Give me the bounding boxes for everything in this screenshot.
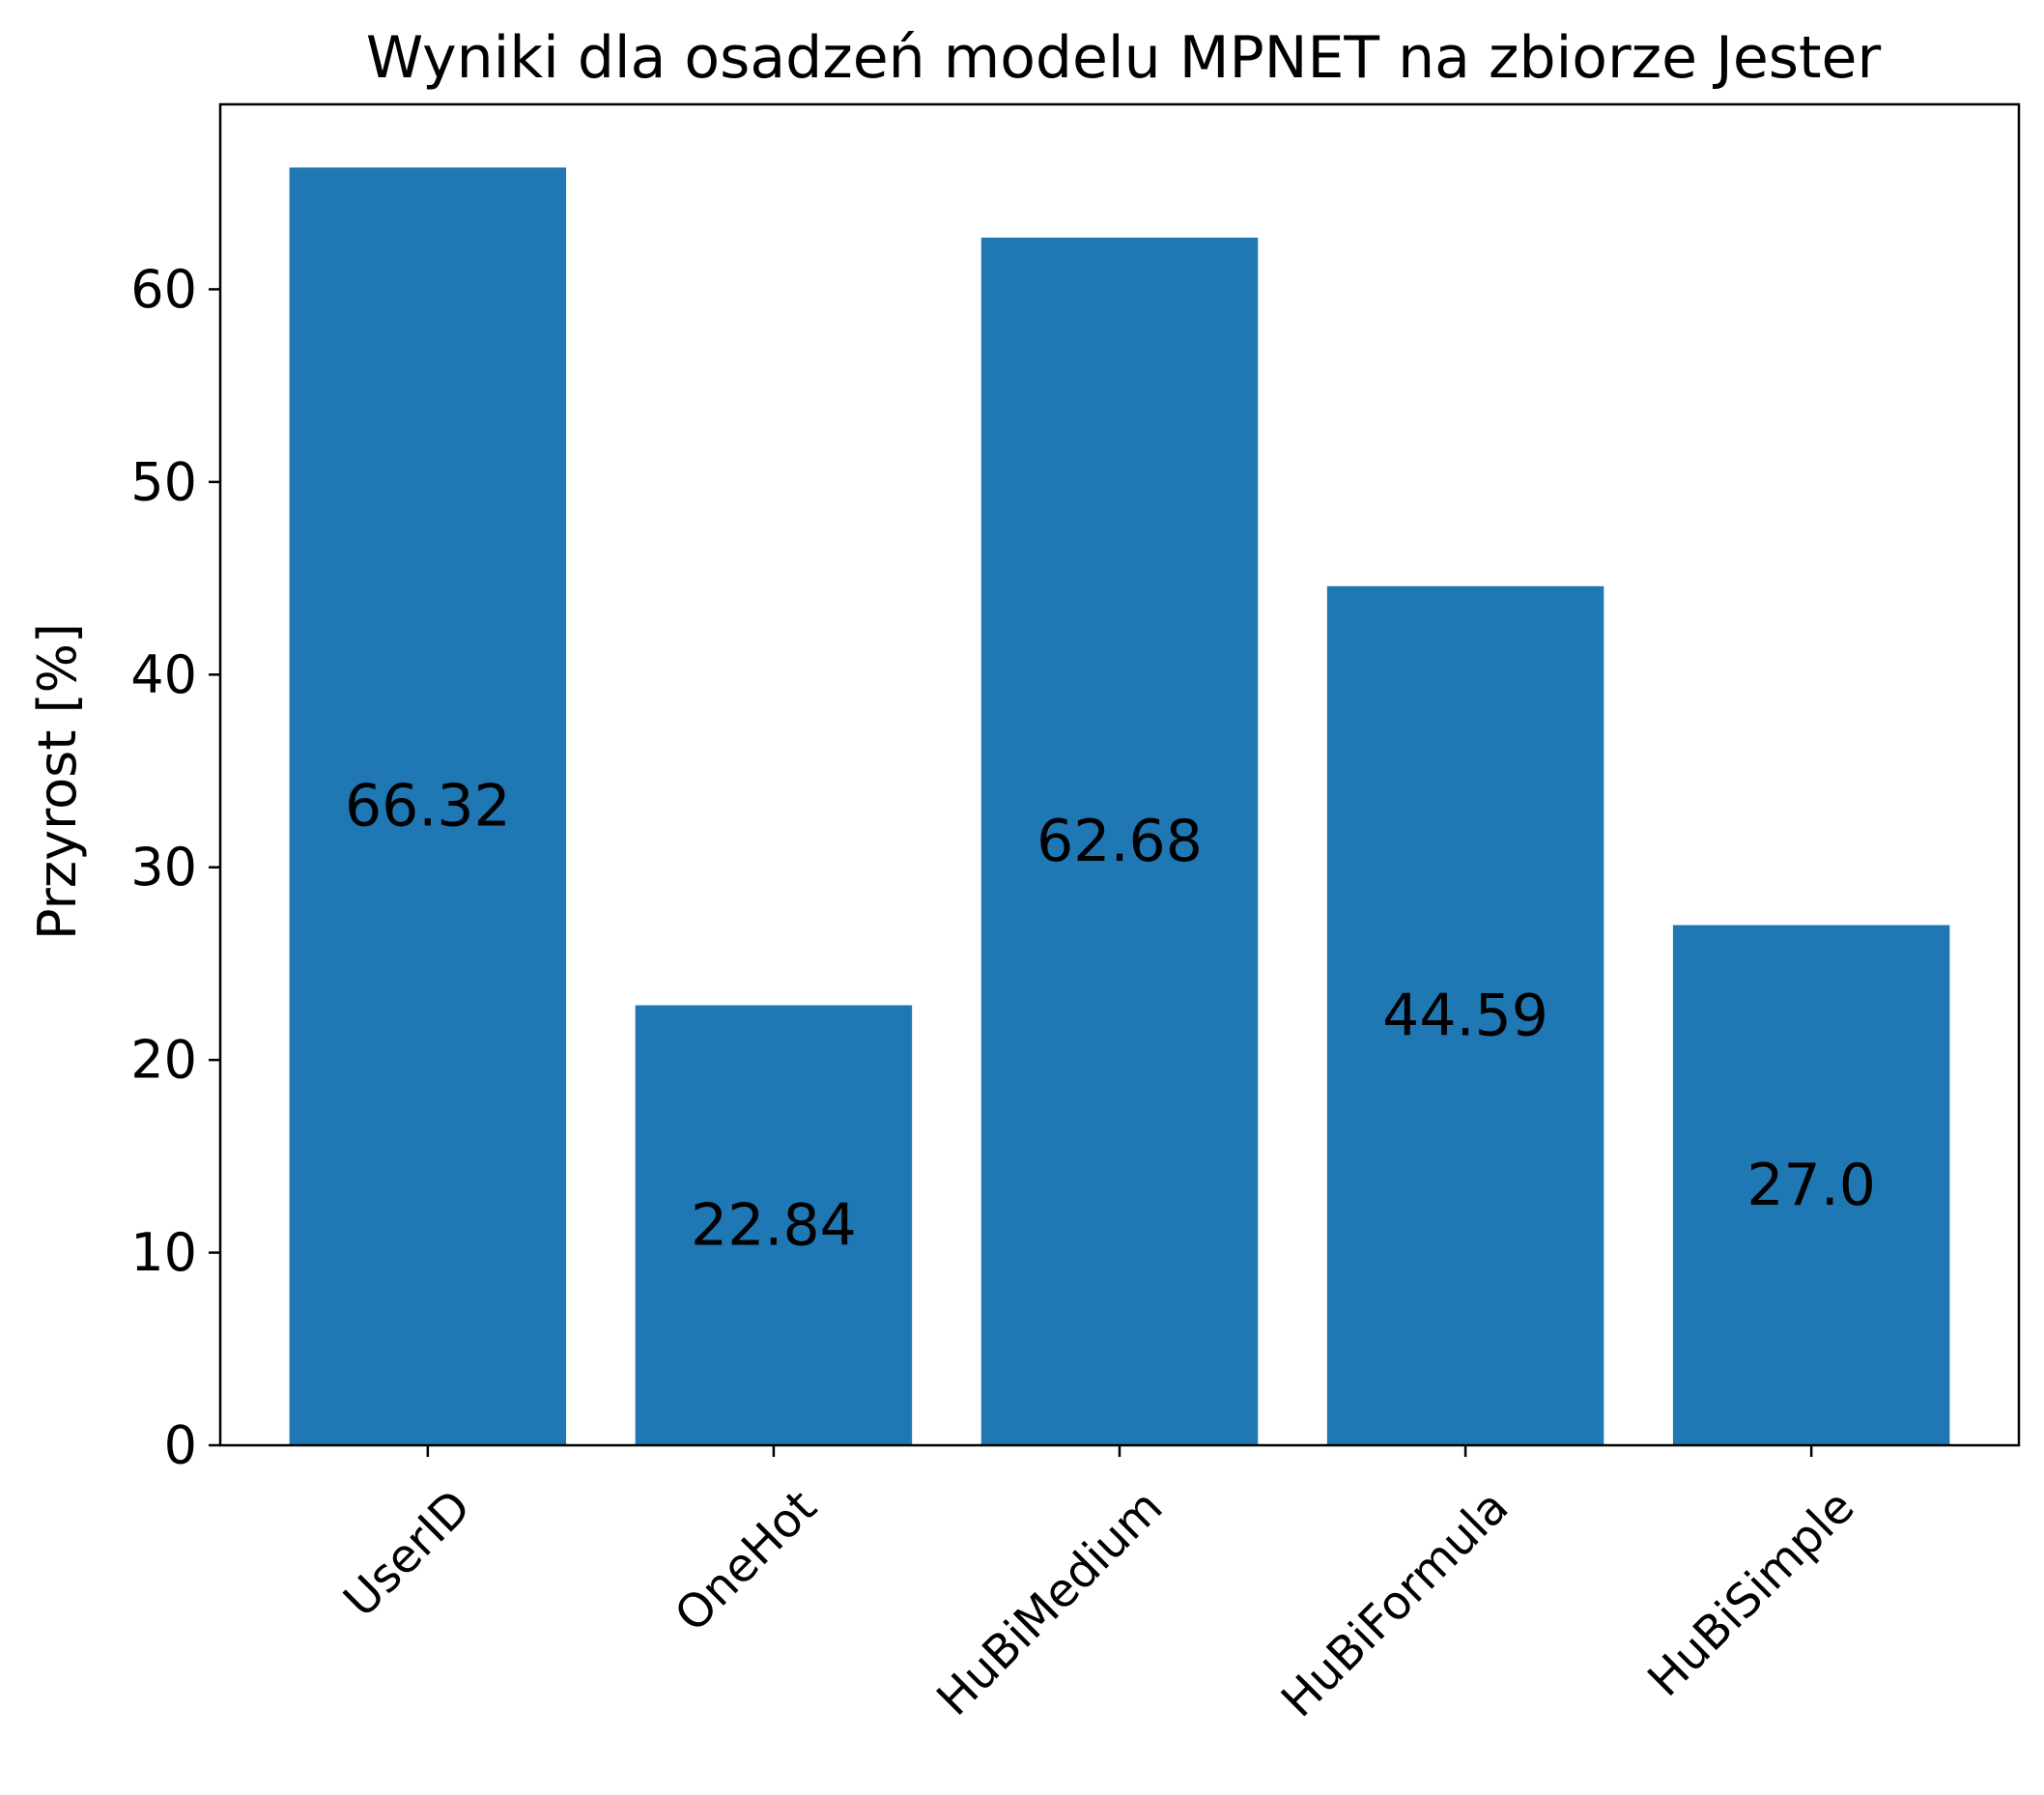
bar-hubisimple <box>1672 925 1950 1445</box>
y-tick-label: 30 <box>130 837 197 898</box>
bar-value-label: 27.0 <box>1746 1152 1876 1219</box>
y-tick-label: 20 <box>130 1030 197 1091</box>
y-axis-label: Przyrost [%] <box>27 623 88 940</box>
bar-hubimedium <box>980 238 1259 1445</box>
y-tick-label: 60 <box>130 259 197 320</box>
y-tick-label: 40 <box>130 644 197 705</box>
plot-frame <box>218 102 2021 1447</box>
bar-labels-group: 66.32 22.84 62.68 44.59 27.0 <box>345 773 1876 1260</box>
bar-value-label: 44.59 <box>1382 982 1548 1049</box>
bar-onehot <box>635 1005 913 1445</box>
bar-value-label: 66.32 <box>345 773 511 841</box>
bar-value-label: 62.68 <box>1036 808 1203 875</box>
bars-group <box>289 167 1950 1445</box>
bar-userid <box>289 167 567 1445</box>
y-tick-label: 50 <box>130 451 197 512</box>
chart-title: Wyniki dla osadzeń modelu MPNET na zbior… <box>366 24 1882 92</box>
y-tick-label: 0 <box>164 1415 197 1476</box>
y-axis: 0 10 20 30 40 50 60 <box>130 259 220 1476</box>
bar-hubiformula <box>1326 585 1604 1445</box>
bar-value-label: 22.84 <box>691 1191 857 1259</box>
y-tick-label: 10 <box>130 1222 197 1283</box>
